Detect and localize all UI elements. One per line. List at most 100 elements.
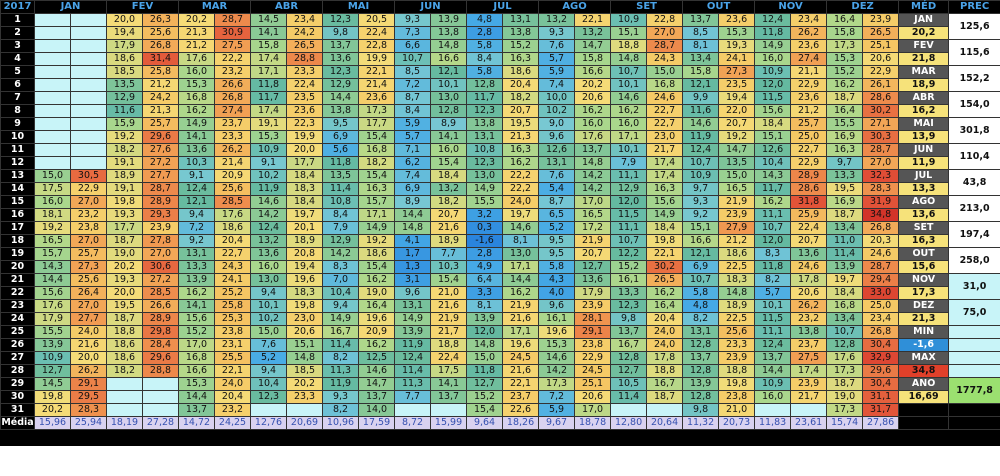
min-temp-cell: 8,5	[682, 26, 720, 40]
min-temp-cell: 14,9	[754, 39, 792, 53]
year-label: ANO	[898, 377, 950, 391]
max-temp-cell: 31,1	[862, 390, 900, 404]
max-temp-cell: 17,1	[502, 260, 540, 274]
max-temp-cell: 29,1	[70, 377, 107, 391]
max-temp-cell: 26,2	[790, 26, 828, 40]
max-temp-cell: 19,9	[286, 130, 324, 144]
min-temp-cell: 1,3	[394, 260, 432, 274]
max-temp-cell: 27,3	[70, 260, 107, 274]
max-temp-cell: 27,2	[142, 156, 179, 170]
max-temp-cell: 21,9	[574, 234, 612, 248]
empty-cell	[34, 26, 71, 40]
empty-cell	[34, 143, 71, 157]
min-temp-cell: 11,9	[250, 182, 288, 196]
min-temp-cell: 9,2	[178, 234, 215, 248]
min-temp-cell: 19,3	[106, 208, 143, 222]
min-temp-cell: 12,6	[754, 143, 792, 157]
month-precipitation: 154,0	[948, 91, 1000, 118]
max-temp-cell: 16,2	[574, 104, 612, 118]
min-temp-cell: 15,0	[250, 325, 288, 339]
day-row: 24 17,9 27,7 18,7 28,9 15,6 25,3 10,2 23,0 14,9 19…	[0, 312, 1000, 326]
min-temp-cell: 16,9	[826, 130, 864, 144]
month-precipitation: 258,0	[948, 247, 1000, 274]
min-temp-cell: 15,5	[34, 325, 71, 339]
max-temp-cell: 21,7	[646, 143, 684, 157]
min-temp-cell: 16,2	[610, 104, 648, 118]
max-temp-cell: 30,2	[862, 104, 900, 118]
max-temp-cell: 33,0	[862, 286, 900, 300]
max-temp-cell: 23,4	[790, 13, 828, 27]
max-temp-cell: 20,9	[213, 169, 252, 183]
min-temp-cell: 16,6	[178, 364, 215, 378]
min-temp-cell: 7,4	[538, 78, 576, 92]
min-temp-cell: 10,5	[610, 377, 648, 391]
max-temp-cell: 15,2	[502, 39, 540, 53]
max-temp-cell: 26,5	[646, 273, 684, 287]
max-temp-cell: 18,3	[718, 273, 756, 287]
max-temp-cell: 22,5	[718, 260, 756, 274]
min-temp-cell: 12,4	[754, 13, 792, 27]
max-temp-cell: 28,3	[862, 182, 900, 196]
min-temp-cell: 19,6	[538, 325, 576, 339]
min-temp-cell: 5,9	[394, 117, 432, 131]
max-temp-cell: 19,6	[286, 273, 324, 287]
min-temp-cell: 10,9	[250, 143, 288, 157]
max-temp-cell: 17,1	[502, 325, 540, 339]
max-temp-cell: 23,8	[213, 325, 252, 339]
empty-cell	[70, 130, 107, 144]
month-label: NOV	[898, 273, 950, 287]
empty-cell	[70, 143, 107, 157]
min-temp-cell: 14,1	[250, 26, 288, 40]
max-temp-cell: 28,6	[862, 91, 900, 105]
min-temp-cell: 9,1	[178, 169, 215, 183]
max-temp-cell: 24,6	[646, 91, 684, 105]
day-row: 3 17,9 26,8 21,2 27,5 15,8 26,5 13,7 22,8 6,6 14,8…	[0, 39, 1000, 66]
min-temp-cell: 11,9	[322, 377, 360, 391]
day-label: 8	[0, 104, 35, 118]
month-label: ABR	[898, 91, 950, 105]
empty-cell	[106, 377, 143, 391]
max-temp-cell: 22,0	[718, 104, 756, 118]
min-temp-cell: 11,6	[682, 104, 720, 118]
max-temp-cell: 19,7	[502, 208, 540, 222]
min-temp-cell: 16,9	[826, 195, 864, 209]
min-temp-cell: 13,4	[682, 52, 720, 66]
min-temp-cell: 9,8	[610, 312, 648, 326]
min-temp-cell: 16,2	[178, 104, 215, 118]
max-temp-cell: 25,2	[213, 286, 252, 300]
min-temp-cell: 10,1	[610, 143, 648, 157]
min-temp-cell: 21,2	[178, 39, 215, 53]
min-temp-cell: 10,4	[754, 156, 792, 170]
monthly-mean: 25,94	[70, 416, 107, 430]
month-precipitation: 110,4	[948, 143, 1000, 170]
min-temp-cell: 7,2	[178, 221, 215, 235]
max-temp-cell: 20,4	[213, 234, 252, 248]
max-temp-cell: 34,8	[862, 208, 900, 222]
min-temp-cell: 9,5	[322, 117, 360, 131]
max-temp-cell: 30,6	[142, 260, 179, 274]
max-temp-cell: 17,8	[646, 351, 684, 365]
min-temp-cell: 15,9	[106, 117, 143, 131]
max-temp-cell: 16,2	[502, 286, 540, 300]
min-temp-cell: 10,1	[610, 78, 648, 92]
min-temp-cell: 10,9	[754, 65, 792, 79]
empty-cell	[70, 26, 107, 40]
empty-cell	[106, 403, 143, 417]
max-temp-cell: 29,8	[142, 325, 179, 339]
max-temp-cell: 18,8	[430, 338, 468, 352]
max-temp-cell: 27,0	[70, 195, 107, 209]
day-row: 28 12,7 26,2 18,2 28,8 16,6 22,1 9,4 18,5 11,3 14,…	[0, 364, 1000, 378]
max-temp-cell: 14,1	[430, 130, 468, 144]
empty-cell	[70, 13, 107, 27]
max-temp-cell: 21,6	[502, 312, 540, 326]
max-temp-cell: 13,7	[358, 390, 396, 404]
min-temp-cell: 5,8	[538, 260, 576, 274]
min-temp-cell: 8,3	[322, 260, 360, 274]
day-label: 9	[0, 117, 35, 131]
max-temp-cell: 14,0	[358, 403, 396, 417]
max-temp-cell: 14,2	[574, 169, 612, 183]
day-label: 13	[0, 169, 35, 183]
max-temp-cell: 26,1	[862, 78, 900, 92]
max-temp-cell: 27,8	[142, 234, 179, 248]
min-temp-cell: 17,1	[610, 130, 648, 144]
